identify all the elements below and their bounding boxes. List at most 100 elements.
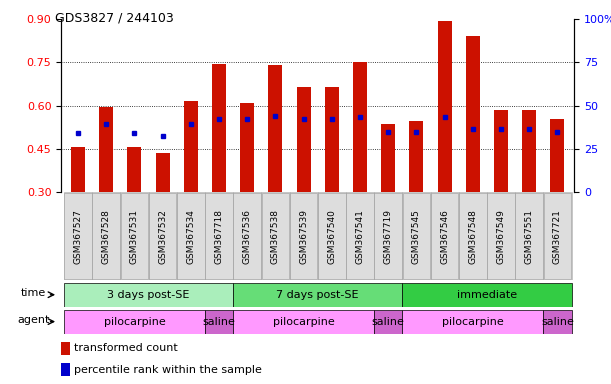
FancyBboxPatch shape <box>120 193 148 280</box>
FancyBboxPatch shape <box>543 310 571 334</box>
FancyBboxPatch shape <box>375 193 402 280</box>
Bar <box>296 87 310 192</box>
Bar <box>268 65 282 192</box>
Text: GSM367541: GSM367541 <box>356 195 365 250</box>
FancyBboxPatch shape <box>543 192 571 280</box>
FancyBboxPatch shape <box>459 192 487 280</box>
Bar <box>71 147 85 192</box>
Text: GSM367545: GSM367545 <box>412 209 421 263</box>
Text: GSM367549: GSM367549 <box>497 195 505 250</box>
FancyBboxPatch shape <box>233 310 374 334</box>
Text: GSM367539: GSM367539 <box>299 209 308 264</box>
Bar <box>409 121 423 192</box>
Text: GSM367549: GSM367549 <box>497 209 505 263</box>
FancyBboxPatch shape <box>515 192 543 280</box>
FancyBboxPatch shape <box>544 193 571 280</box>
Bar <box>184 101 198 192</box>
FancyBboxPatch shape <box>92 193 120 280</box>
Text: GSM367548: GSM367548 <box>468 209 477 263</box>
Text: GSM367536: GSM367536 <box>243 195 252 250</box>
FancyBboxPatch shape <box>431 193 458 280</box>
Text: GSM367536: GSM367536 <box>243 209 252 264</box>
Bar <box>466 36 480 192</box>
Text: GSM367541: GSM367541 <box>356 209 365 263</box>
FancyBboxPatch shape <box>64 192 92 280</box>
FancyBboxPatch shape <box>262 192 290 280</box>
Text: GSM367548: GSM367548 <box>468 195 477 250</box>
Text: GSM367540: GSM367540 <box>327 195 336 250</box>
Text: GSM367532: GSM367532 <box>158 209 167 263</box>
FancyBboxPatch shape <box>205 310 233 334</box>
FancyBboxPatch shape <box>516 193 543 280</box>
Text: GSM367721: GSM367721 <box>553 195 562 250</box>
FancyBboxPatch shape <box>64 283 233 307</box>
Bar <box>381 124 395 192</box>
FancyBboxPatch shape <box>233 192 262 280</box>
FancyBboxPatch shape <box>374 192 402 280</box>
Bar <box>61 342 70 355</box>
Bar <box>240 103 254 192</box>
FancyBboxPatch shape <box>374 310 402 334</box>
Text: GSM367721: GSM367721 <box>553 209 562 263</box>
FancyBboxPatch shape <box>64 193 92 280</box>
Bar <box>437 21 452 192</box>
FancyBboxPatch shape <box>402 283 571 307</box>
Bar <box>494 110 508 192</box>
FancyBboxPatch shape <box>149 193 177 280</box>
Text: GSM367534: GSM367534 <box>186 209 196 263</box>
FancyBboxPatch shape <box>487 193 515 280</box>
Text: GDS3827 / 244103: GDS3827 / 244103 <box>55 12 174 25</box>
Text: GSM367545: GSM367545 <box>412 195 421 250</box>
Text: GSM367551: GSM367551 <box>525 209 534 264</box>
FancyBboxPatch shape <box>346 193 374 280</box>
Text: percentile rank within the sample: percentile rank within the sample <box>74 364 262 375</box>
Text: saline: saline <box>203 316 235 327</box>
FancyBboxPatch shape <box>177 193 205 280</box>
Bar <box>522 110 536 192</box>
FancyBboxPatch shape <box>318 193 346 280</box>
Text: GSM367528: GSM367528 <box>101 195 111 250</box>
Bar <box>551 119 565 192</box>
Text: GSM367532: GSM367532 <box>158 195 167 250</box>
FancyBboxPatch shape <box>92 192 120 280</box>
Bar <box>156 153 170 192</box>
Text: 7 days post-SE: 7 days post-SE <box>276 290 359 300</box>
Text: GSM367719: GSM367719 <box>384 209 393 264</box>
Text: GSM367528: GSM367528 <box>101 209 111 263</box>
FancyBboxPatch shape <box>402 310 543 334</box>
Bar <box>99 107 113 192</box>
Text: pilocarpine: pilocarpine <box>103 316 166 327</box>
Bar <box>212 64 226 192</box>
Bar <box>353 63 367 192</box>
FancyBboxPatch shape <box>64 310 205 334</box>
Text: GSM367551: GSM367551 <box>525 195 534 250</box>
FancyBboxPatch shape <box>346 192 374 280</box>
Text: GSM367527: GSM367527 <box>73 195 82 250</box>
Text: GSM367531: GSM367531 <box>130 209 139 264</box>
FancyBboxPatch shape <box>120 192 148 280</box>
FancyBboxPatch shape <box>233 193 261 280</box>
Text: immediate: immediate <box>457 290 517 300</box>
FancyBboxPatch shape <box>205 192 233 280</box>
FancyBboxPatch shape <box>459 193 486 280</box>
FancyBboxPatch shape <box>233 283 402 307</box>
FancyBboxPatch shape <box>487 192 515 280</box>
Text: GSM367718: GSM367718 <box>214 195 224 250</box>
FancyBboxPatch shape <box>318 192 346 280</box>
Text: GSM367527: GSM367527 <box>73 209 82 263</box>
FancyBboxPatch shape <box>431 192 459 280</box>
Text: GSM367546: GSM367546 <box>440 209 449 263</box>
Text: saline: saline <box>541 316 574 327</box>
Text: 3 days post-SE: 3 days post-SE <box>108 290 189 300</box>
FancyBboxPatch shape <box>290 193 318 280</box>
Bar <box>127 147 142 192</box>
Text: saline: saline <box>371 316 404 327</box>
Text: transformed count: transformed count <box>74 343 178 354</box>
Text: GSM367546: GSM367546 <box>440 195 449 250</box>
FancyBboxPatch shape <box>177 192 205 280</box>
Text: GSM367538: GSM367538 <box>271 195 280 250</box>
FancyBboxPatch shape <box>205 193 233 280</box>
FancyBboxPatch shape <box>148 192 177 280</box>
Text: GSM367531: GSM367531 <box>130 195 139 250</box>
Text: GSM367539: GSM367539 <box>299 195 308 250</box>
